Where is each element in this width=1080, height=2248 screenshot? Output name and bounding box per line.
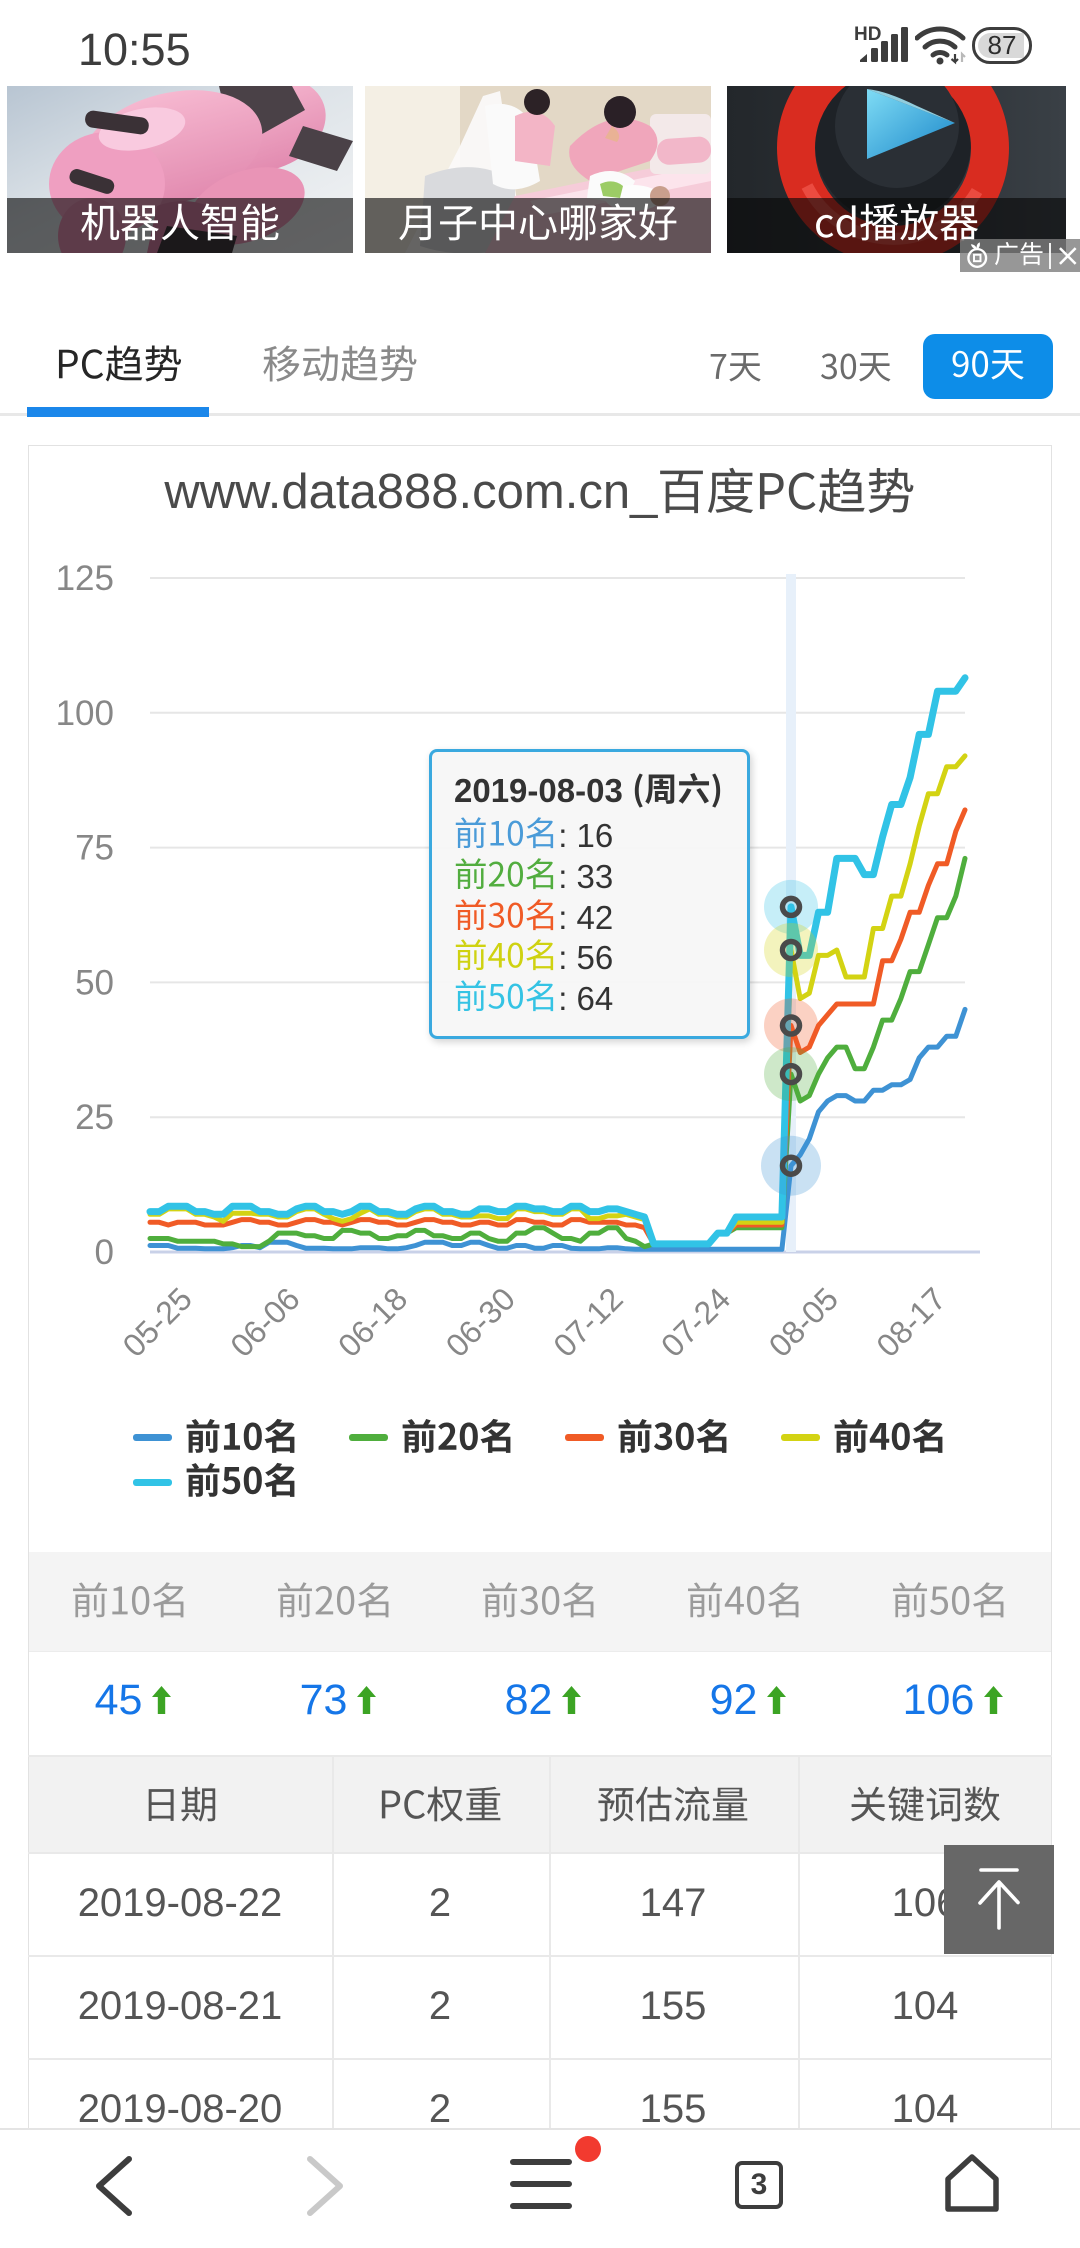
svg-text:05-25: 05-25	[116, 1280, 199, 1363]
svg-text:06-18: 06-18	[331, 1280, 414, 1363]
svg-text:07-24: 07-24	[654, 1280, 737, 1363]
svg-text:25: 25	[75, 1098, 114, 1137]
svg-text:125: 125	[56, 560, 114, 598]
svg-text:50: 50	[75, 963, 114, 1002]
svg-text:06-06: 06-06	[223, 1280, 306, 1363]
svg-text:HD: HD	[854, 24, 881, 45]
svg-text:100: 100	[56, 694, 114, 733]
svg-text:75: 75	[75, 829, 114, 868]
svg-text:08-05: 08-05	[762, 1280, 845, 1363]
svg-text:0: 0	[95, 1233, 114, 1272]
svg-text:08-17: 08-17	[869, 1280, 952, 1363]
svg-text:06-30: 06-30	[439, 1280, 522, 1363]
svg-text:07-12: 07-12	[546, 1280, 629, 1363]
